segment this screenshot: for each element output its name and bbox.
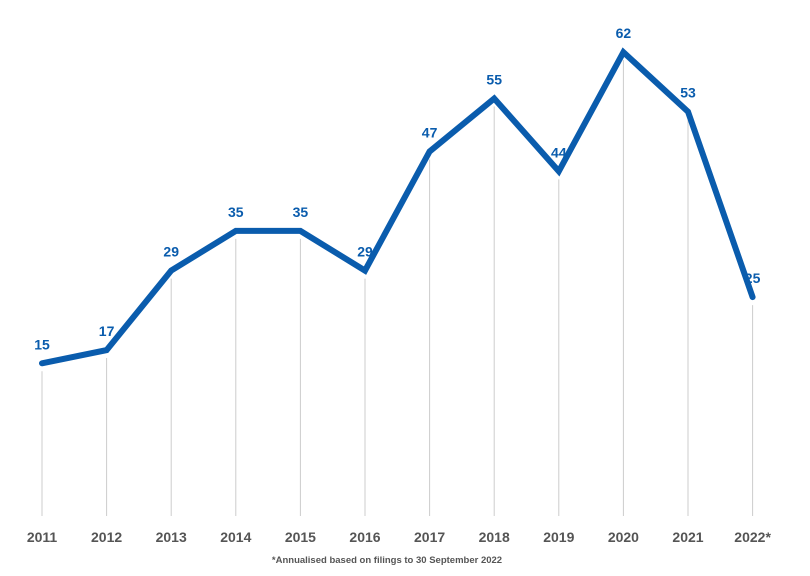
data-label-2021: 53 (680, 85, 696, 101)
x-tick-2020: 2020 (608, 529, 639, 545)
data-label-2014: 35 (228, 204, 244, 220)
data-label-2020: 62 (616, 25, 632, 41)
x-tick-2016: 2016 (349, 529, 380, 545)
footnote: *Annualised based on filings to 30 Septe… (272, 555, 502, 566)
data-label-2012: 17 (99, 323, 115, 339)
x-tick-2013: 2013 (156, 529, 187, 545)
data-labels: 15 17 29 35 35 29 47 55 44 62 53 25 (34, 25, 760, 352)
x-tick-2018: 2018 (479, 529, 510, 545)
x-tick-2021: 2021 (672, 529, 703, 545)
x-tick-2011: 2011 (27, 529, 58, 545)
x-tick-2012: 2012 (91, 529, 122, 545)
data-label-2019: 44 (551, 144, 567, 160)
data-label-2013: 29 (163, 244, 179, 260)
data-label-2018: 55 (486, 72, 502, 88)
data-label-2011: 15 (34, 336, 50, 352)
x-tick-2014: 2014 (220, 529, 251, 545)
x-tick-2019: 2019 (543, 529, 574, 545)
x-axis-tick-labels: 2011 2012 2013 2014 2015 2016 2017 2018 2019 2020… (27, 529, 772, 545)
x-tick-2015: 2015 (285, 529, 316, 545)
series-line (39, 47, 756, 367)
x-tick-2017: 2017 (414, 529, 445, 545)
drop-lines (41, 60, 754, 516)
x-tick-2022: 2022* (734, 529, 771, 545)
data-label-2022: 25 (745, 270, 761, 286)
data-label-2015: 35 (293, 204, 309, 220)
data-label-2017: 47 (422, 124, 438, 140)
data-label-2016: 29 (357, 244, 373, 260)
